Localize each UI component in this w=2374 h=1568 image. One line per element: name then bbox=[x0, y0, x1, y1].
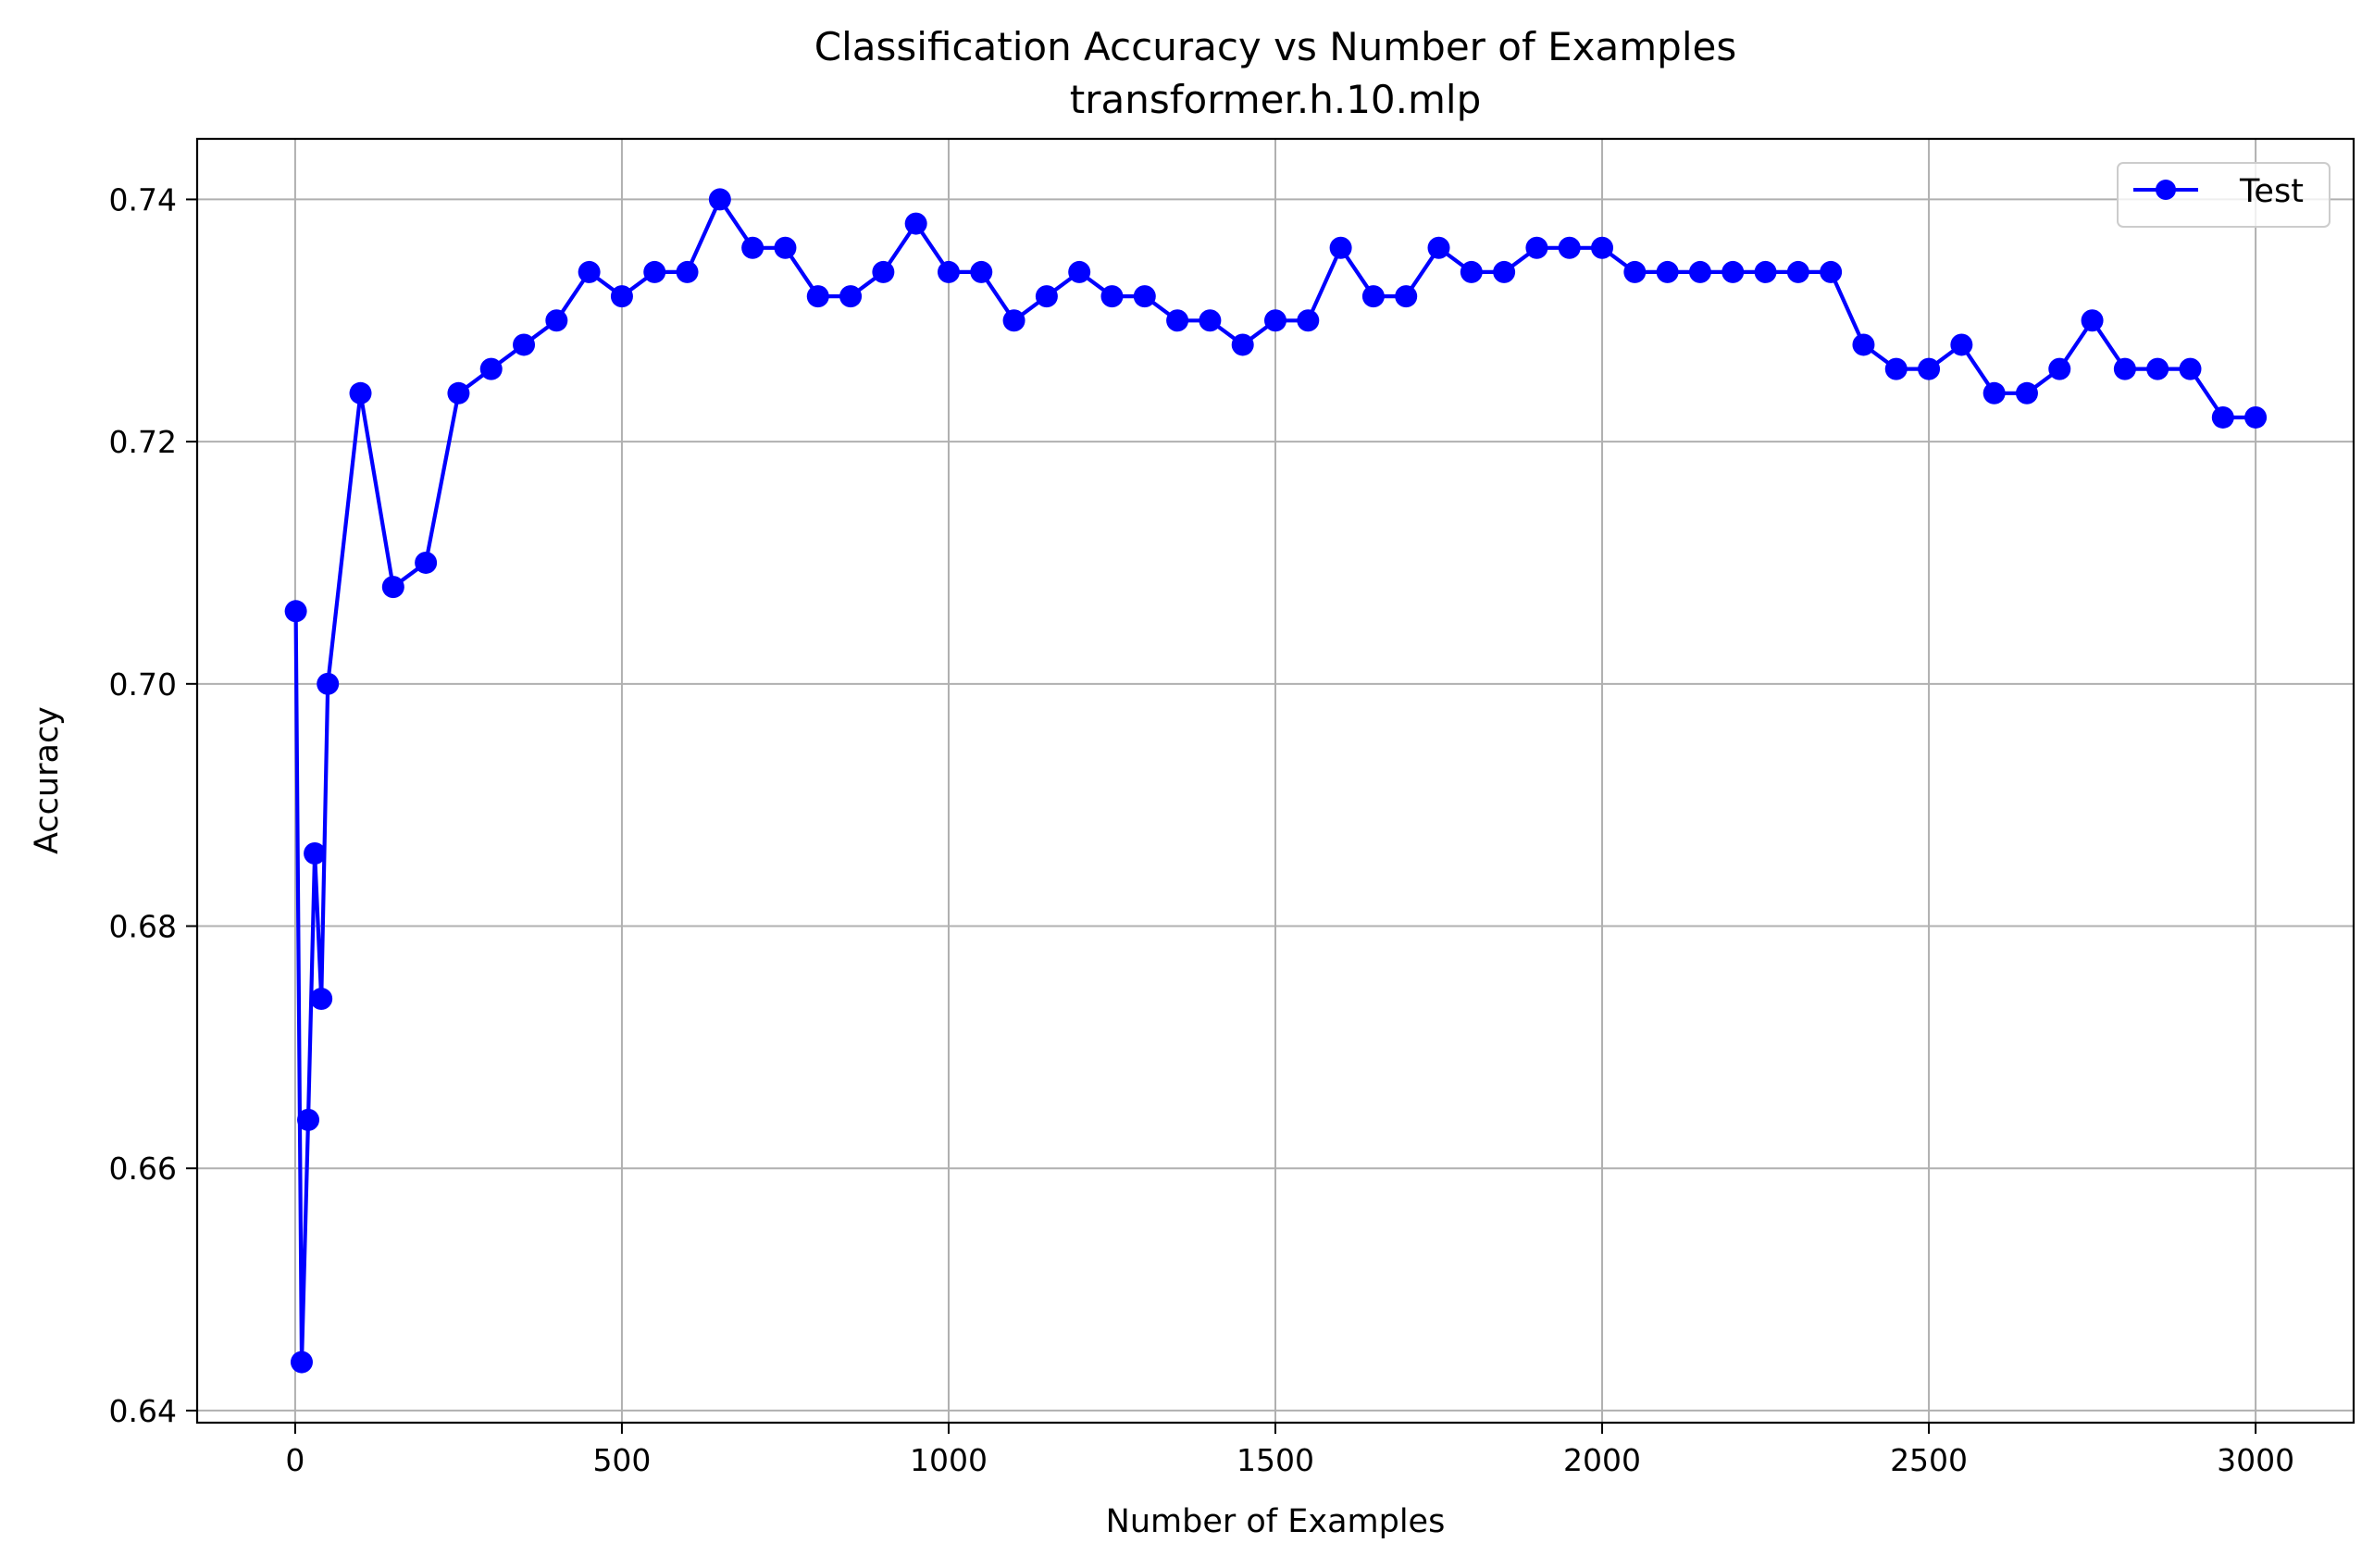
y-tick-label: 0.72 bbox=[109, 424, 177, 460]
x-tick-label: 2000 bbox=[1563, 1442, 1641, 1478]
data-point bbox=[1982, 381, 2006, 404]
data-point bbox=[1558, 236, 1581, 259]
data-point bbox=[479, 357, 503, 380]
data-point bbox=[1656, 260, 1679, 283]
data-point bbox=[1493, 260, 1516, 283]
data-point bbox=[545, 309, 568, 332]
series-layer bbox=[284, 188, 2268, 1374]
x-tick-label: 0 bbox=[285, 1442, 305, 1478]
data-point bbox=[2146, 357, 2169, 380]
chart-subtitle: transformer.h.10.mlp bbox=[1070, 77, 1482, 122]
data-point bbox=[806, 285, 829, 308]
data-point bbox=[1852, 333, 1875, 356]
data-point bbox=[708, 188, 731, 211]
data-point bbox=[741, 236, 764, 259]
data-point bbox=[2081, 309, 2104, 332]
data-point bbox=[1068, 260, 1091, 283]
data-point bbox=[381, 576, 404, 599]
data-point bbox=[513, 333, 536, 356]
data-point bbox=[1199, 309, 1222, 332]
data-point bbox=[317, 672, 340, 695]
data-point bbox=[1460, 260, 1483, 283]
data-point bbox=[304, 842, 327, 865]
data-point bbox=[643, 260, 666, 283]
x-tick-label: 3000 bbox=[2217, 1442, 2294, 1478]
data-point bbox=[578, 260, 601, 283]
data-point bbox=[1231, 333, 1254, 356]
data-point bbox=[937, 260, 960, 283]
y-tick-label: 0.74 bbox=[109, 181, 177, 218]
data-point bbox=[1002, 309, 1025, 332]
data-point bbox=[284, 600, 307, 623]
data-point bbox=[774, 236, 797, 259]
data-point bbox=[349, 381, 372, 404]
data-point bbox=[1297, 309, 1320, 332]
chart-title: Classification Accuracy vs Number of Exa… bbox=[814, 24, 1736, 69]
data-point bbox=[1754, 260, 1777, 283]
y-tick-label: 0.66 bbox=[109, 1151, 177, 1187]
data-point bbox=[310, 988, 333, 1011]
y-axis-label: Accuracy bbox=[29, 706, 66, 854]
legend: Test bbox=[2117, 162, 2330, 228]
data-point bbox=[2179, 357, 2202, 380]
legend-series-marker bbox=[2156, 180, 2176, 200]
data-point bbox=[447, 381, 470, 404]
axis-ticks: 0 500 1000 1500 2000 2500 3000 0.64 0.66 0.68 0.70… bbox=[109, 181, 2295, 1478]
data-point bbox=[1918, 357, 1941, 380]
data-point bbox=[1035, 285, 1058, 308]
data-point bbox=[2015, 381, 2038, 404]
data-point bbox=[2113, 357, 2136, 380]
x-tick-label: 1000 bbox=[910, 1442, 988, 1478]
data-point bbox=[904, 212, 927, 235]
data-point bbox=[297, 1108, 320, 1131]
data-point bbox=[1395, 285, 1418, 308]
data-point bbox=[1623, 260, 1647, 283]
data-point bbox=[1166, 309, 1189, 332]
data-point bbox=[1591, 236, 1614, 259]
data-point bbox=[1950, 333, 1973, 356]
data-point bbox=[1427, 236, 1450, 259]
data-point bbox=[2244, 405, 2268, 429]
data-point bbox=[1525, 236, 1548, 259]
data-point bbox=[1329, 236, 1352, 259]
data-point bbox=[676, 260, 699, 283]
y-tick-label: 0.70 bbox=[109, 666, 177, 703]
data-point bbox=[1721, 260, 1745, 283]
data-point bbox=[1100, 285, 1124, 308]
data-point bbox=[872, 260, 895, 283]
data-point bbox=[1820, 260, 1843, 283]
x-tick-label: 1500 bbox=[1237, 1442, 1314, 1478]
data-point bbox=[1361, 285, 1385, 308]
data-point bbox=[1786, 260, 1809, 283]
data-point bbox=[2048, 357, 2071, 380]
data-point bbox=[290, 1350, 313, 1374]
x-axis-label: Number of Examples bbox=[1106, 1503, 1446, 1540]
plot-frame bbox=[195, 137, 2355, 1425]
x-tick-label: 500 bbox=[592, 1442, 651, 1478]
legend-box bbox=[2117, 162, 2330, 228]
data-point bbox=[1884, 357, 1908, 380]
data-point bbox=[1133, 285, 1156, 308]
data-point bbox=[1264, 309, 1286, 332]
grid-lines bbox=[197, 139, 2354, 1423]
data-point bbox=[1688, 260, 1711, 283]
data-point bbox=[970, 260, 993, 283]
y-tick-label: 0.68 bbox=[109, 909, 177, 945]
x-tick-label: 2500 bbox=[1890, 1442, 1968, 1478]
data-point bbox=[2211, 405, 2234, 429]
data-point bbox=[839, 285, 863, 308]
data-point bbox=[610, 285, 633, 308]
y-tick-label: 0.64 bbox=[109, 1393, 177, 1429]
data-point bbox=[415, 551, 438, 574]
legend-series-label: Test bbox=[2239, 173, 2304, 210]
